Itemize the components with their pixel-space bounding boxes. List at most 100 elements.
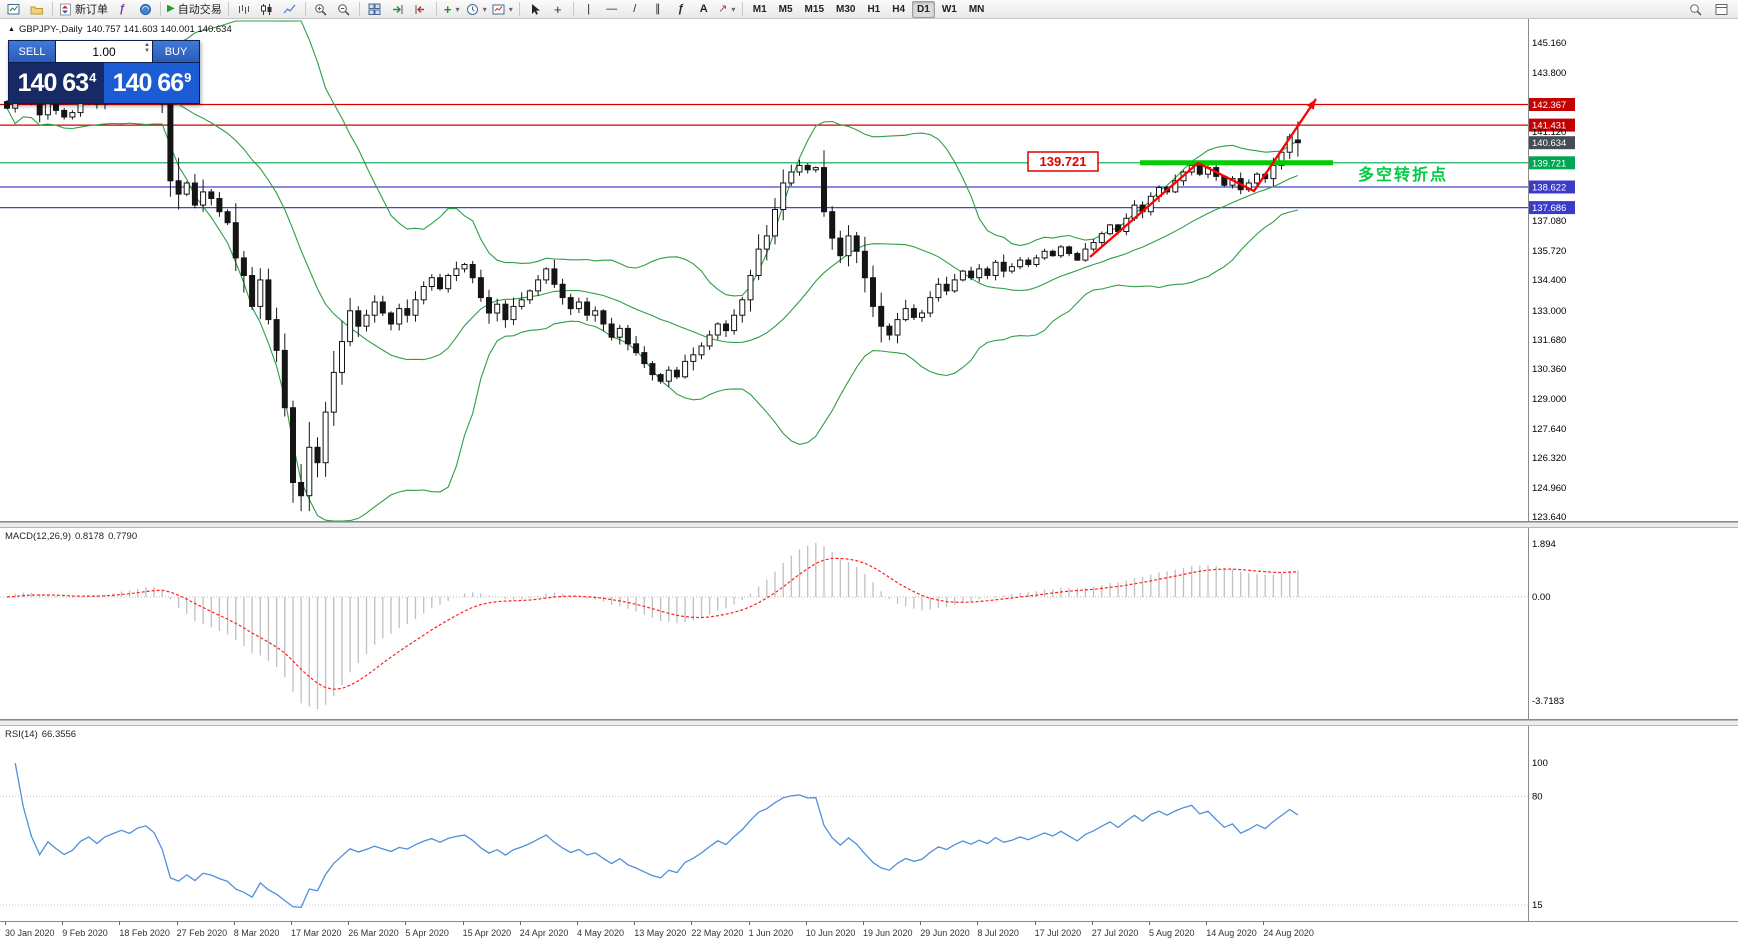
new-window-icon — [1715, 3, 1728, 15]
svg-text:126.320: 126.320 — [1532, 453, 1566, 464]
chart-annotations[interactable]: 139.721 多空转折点 — [1027, 98, 1448, 258]
timeframe-button-h1[interactable]: H1 — [867, 3, 881, 15]
timeframe-button-m30[interactable]: M30 — [836, 3, 856, 15]
macd-signal-line — [6, 557, 1298, 690]
new-chart-button[interactable] — [3, 1, 25, 18]
timeframe-button-m1[interactable]: M1 — [752, 3, 767, 15]
chevron-down-icon: ▾ — [455, 4, 460, 14]
new-order-label: 新订单 — [75, 4, 108, 16]
rsi-axis[interactable]: 100 80 15 — [1532, 758, 1548, 911]
date-tick — [1263, 922, 1265, 925]
sell-price[interactable]: 140 63 4 — [9, 63, 104, 103]
timeframe-button-m15[interactable]: M15 — [804, 3, 824, 15]
horizontal-line-tool[interactable]: — — [601, 1, 623, 18]
new-chart-icon — [7, 3, 20, 14]
sell-price-sup: 4 — [89, 69, 96, 85]
macd-value-signal: 0.7790 — [108, 531, 138, 542]
rsi-panel[interactable]: 100 80 15 — [0, 726, 1738, 922]
candlestick-chart-button[interactable] — [256, 1, 278, 18]
spin-down-icon[interactable]: ▼ — [144, 48, 150, 54]
toolbar-separator — [435, 2, 437, 16]
date-tick — [634, 922, 636, 925]
line-chart-button[interactable] — [279, 1, 301, 18]
date-axis[interactable]: 30 Jan 2020 9 Feb 2020 18 Feb 2020 27 Feb 2… — [0, 922, 1738, 943]
svg-text:145.160: 145.160 — [1532, 38, 1566, 49]
svg-text:135.720: 135.720 — [1532, 246, 1566, 257]
timeframe-button-w1[interactable]: W1 — [941, 3, 957, 15]
trendline-tool[interactable]: / — [624, 1, 646, 18]
svg-text:138.622: 138.622 — [1532, 183, 1566, 194]
price-axis[interactable]: 145.160 143.800 142.367 141.431141.120140.6… — [1529, 38, 1575, 522]
timeframe-button-m5[interactable]: M5 — [778, 3, 793, 15]
spin-up-icon[interactable]: ▲ — [144, 42, 150, 48]
zoom-out-button[interactable] — [333, 1, 355, 18]
volume-input[interactable]: 1.00 ▲ ▼ — [55, 41, 153, 62]
date-label: 27 Feb 2020 — [176, 928, 228, 938]
timeframe-button-h4[interactable]: H4 — [892, 3, 906, 15]
date-tick — [119, 922, 121, 925]
bar-chart-button[interactable] — [233, 1, 255, 18]
auto-scroll-button[interactable] — [387, 1, 409, 18]
toolbar-separator — [572, 2, 574, 16]
svg-text:-3.7183: -3.7183 — [1532, 696, 1564, 707]
date-label: 8 Jul 2020 — [977, 928, 1019, 938]
price-chart-panel[interactable]: 139.721 多空转折点 145.160 143.800 142.367 141.431… — [0, 19, 1738, 522]
buy-price[interactable]: 140 66 9 — [104, 63, 199, 103]
macd-panel[interactable]: 1.894 0.00 -3.7183 — [0, 528, 1738, 720]
svg-text:141.431: 141.431 — [1532, 121, 1566, 132]
timeframe-button-d1[interactable]: D1 — [912, 0, 935, 18]
periods-button[interactable]: ▾ — [464, 1, 489, 18]
toolbar-right-group — [1685, 1, 1735, 18]
panel-separator[interactable] — [0, 720, 1738, 726]
crosshair-button[interactable]: + — [547, 1, 569, 18]
fibonacci-icon: ƒ — [677, 2, 684, 15]
templates-button[interactable]: ▾ — [490, 1, 515, 18]
date-tick — [519, 922, 521, 925]
chart-title-bar: ▲ GBPJPY-,Daily 140.757 141.603 140.001 … — [8, 24, 232, 35]
date-label: 5 Aug 2020 — [1149, 928, 1195, 938]
svg-text:137.080: 137.080 — [1532, 216, 1566, 227]
candlestick-series[interactable] — [4, 62, 1301, 512]
date-tick — [5, 922, 6, 925]
date-label: 8 Mar 2020 — [233, 928, 280, 938]
new-window-button[interactable] — [1711, 1, 1733, 18]
text-tool[interactable]: A — [693, 1, 715, 18]
svg-text:140.634: 140.634 — [1532, 138, 1566, 149]
date-tick — [62, 922, 64, 925]
date-label: 29 Jun 2020 — [920, 928, 970, 938]
crosshair-icon: + — [553, 1, 562, 17]
date-label: 15 Apr 2020 — [462, 928, 512, 938]
timeframe-button-mn[interactable]: MN — [968, 3, 985, 15]
svg-text:133.000: 133.000 — [1532, 306, 1566, 317]
autotrading-button[interactable]: ▶ 自动交易 — [165, 1, 224, 18]
zoom-in-button[interactable] — [310, 1, 332, 18]
connection-button[interactable] — [134, 1, 156, 18]
chart-shift-button[interactable] — [410, 1, 432, 18]
sell-button[interactable]: SELL — [9, 41, 55, 62]
collapse-icon[interactable]: ▲ — [8, 26, 15, 33]
vertical-line-tool[interactable]: | — [578, 1, 600, 18]
buy-button[interactable]: BUY — [153, 41, 199, 62]
auto-scroll-icon — [393, 4, 403, 14]
chart-shift-icon — [415, 4, 425, 14]
cursor-button[interactable] — [524, 1, 546, 18]
indicator-list-button[interactable]: ƒ — [111, 1, 133, 18]
svg-text:141.120: 141.120 — [1532, 127, 1566, 138]
svg-text:129.000: 129.000 — [1532, 394, 1566, 405]
fibonacci-tool[interactable]: ƒ — [670, 1, 692, 18]
new-order-button[interactable]: 新订单 — [57, 1, 110, 18]
buy-price-sup: 9 — [184, 69, 191, 85]
channel-tool[interactable]: ∥ — [647, 1, 669, 18]
indicators-button[interactable]: + ▾ — [441, 1, 463, 18]
date-tick — [1034, 922, 1036, 925]
profiles-button[interactable] — [26, 1, 48, 18]
horizontal-level-lines[interactable] — [0, 103, 1528, 209]
search-button[interactable] — [1685, 1, 1707, 18]
tile-windows-button[interactable] — [364, 1, 386, 18]
macd-axis[interactable]: 1.894 0.00 -3.7183 — [1532, 539, 1564, 707]
arrows-tool[interactable]: ↗ ▾ — [716, 1, 738, 18]
volume-spinner[interactable]: ▲ ▼ — [144, 42, 150, 54]
date-label: 10 Jun 2020 — [805, 928, 856, 938]
panel-separator[interactable] — [0, 522, 1738, 528]
